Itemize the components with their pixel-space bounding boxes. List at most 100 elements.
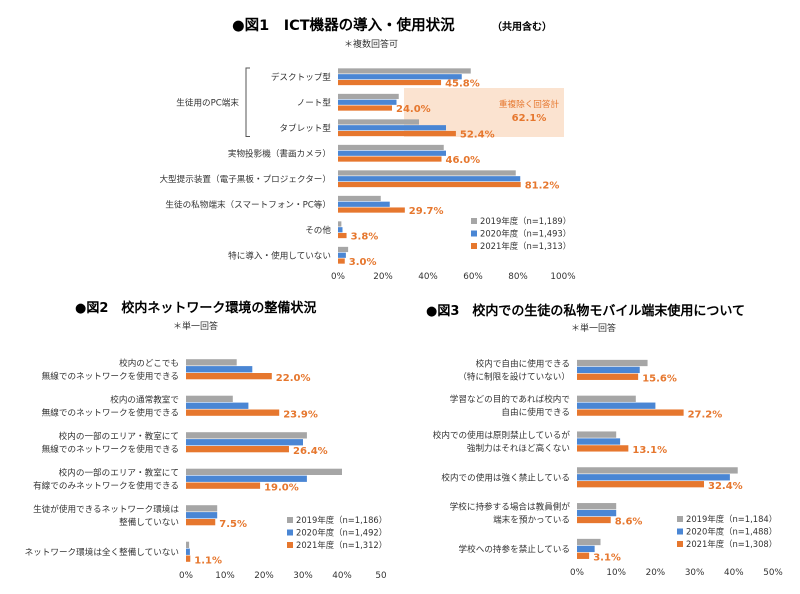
fig1-bar-s1-c6 [338,227,343,233]
fig3-bar-s0-c5 [577,538,601,546]
fig1-value-label-1: 24.0% [396,104,431,115]
fig3-bar-s0-c3 [577,467,738,474]
fig3-bar-s1-c1 [577,402,656,409]
fig1-bar-s0-c1 [338,93,399,100]
fig1-subtitle: ＊複数回答可 [344,38,398,50]
fig1-bar-s1-c5 [338,201,390,207]
fig2-bar-s1-c0 [186,366,253,373]
fig3-chart: 15.6% 校内で自由に使用できる（特に制限を設けていない） 27.2% 学習などの目… [433,357,783,578]
fig1-x-tick-3: 60% [463,272,483,282]
fig1-legend-swatch-1 [471,230,477,237]
fig3-bar-s2-c3 [577,481,705,488]
fig3-x-tick-4: 40% [724,568,744,578]
fig3-subtitle: ＊単一回答 [571,322,616,334]
fig1-x-tick-0: 0% [331,272,345,282]
fig1-bar-s1-c1 [338,99,397,105]
fig2-x-tick-5: 50 [375,571,387,581]
fig2-x-tick-1: 10% [215,571,235,581]
fig1-bar-s2-c1 [338,105,392,111]
fig3-bar-s1-c4 [577,509,617,517]
fig3-bar-s2-c0 [577,373,639,380]
fig3-category-label-0-1: （特に制限を設けていない） [458,370,570,382]
fig1-chart: 45.8% デスクトップ型 24.0% ノート型 52.4% タブレット型 46.0% 実物投… [159,67,576,282]
fig3-legend-swatch-2 [677,541,683,547]
fig3-value-label-5: 3.1% [593,552,621,563]
fig2-bar-s2-c3 [186,482,261,489]
fig1-title-suffix: （共用含む） [492,20,552,33]
fig2-category-label-4-0: 生徒が使用できるネットワーク環境は [33,503,179,515]
fig2-bar-s0-c1 [186,395,233,402]
fig1-bar-s1-c7 [338,252,346,258]
fig1-category-label-3-0: 実物投影機（書画カメラ） [228,147,331,159]
fig1-value-label-3: 46.0% [446,155,481,166]
fig3-bar-s0-c2 [577,431,617,438]
fig2-bar-s0-c5 [186,541,190,548]
fig2-legend-swatch-1 [287,529,293,536]
fig2-category-label-3-1: 有線でのみネットワークを使用できる [33,479,179,491]
fig1-bar-s2-c7 [338,258,345,264]
fig3-value-label-4: 8.6% [615,517,643,528]
fig2-subtitle: ＊単一回答 [173,320,218,332]
fig1-bar-s1-c0 [338,74,462,80]
fig3-bar-s2-c2 [577,445,629,452]
fig2-category-label-2-1: 無線でのネットワークを使用できる [42,443,179,455]
fig3-category-label-4-0: 学校に持参する場合は教員側が [450,501,571,513]
fig2-bar-s0-c4 [186,505,218,512]
fig2-bar-s0-c2 [186,432,307,439]
fig2-title: ●図2 校内ネットワーク環境の整備状況 [75,300,316,316]
fig1-bar-s2-c0 [338,79,442,86]
fig3-bar-s0-c4 [577,503,617,510]
fig3-bar-s1-c0 [577,366,640,374]
fig3-legend-swatch-0 [677,516,683,522]
fig1-bar-s2-c2 [338,130,456,137]
fig3-category-label-0-0: 校内で自由に使用できる [476,357,570,369]
fig1-category-label-4-0: 大型提示装置（電子黒板・プロジェクター） [159,173,331,185]
fig2-value-label-5: 1.1% [194,555,222,566]
fig1-legend-entry-0: 2019年度（n=1,189） [480,216,571,226]
fig2-bar-s2-c5 [186,555,191,562]
fig3-x-tick-1: 10% [606,568,626,578]
fig3-category-label-4-1: 端末を預かっている [493,514,570,526]
fig2-x-tick-3: 30% [293,571,313,581]
fig3-value-label-1: 27.2% [688,409,723,420]
fig3-bar-s1-c3 [577,474,730,481]
fig2-legend-entry-1: 2020年度（n=1,492） [296,528,387,538]
fig2-bar-s1-c4 [186,512,218,519]
fig1-x-tick-4: 80% [508,272,528,282]
fig1-category-label-5-0: 生徒の私物端末（スマートフォン・PC等） [165,198,331,210]
fig1-group-label: 生徒用のPC端末 [176,96,239,108]
fig1-title: ●図1 ICT機器の導入・使用状況 [232,16,455,34]
fig1-bar-s2-c5 [338,207,405,213]
fig3-legend-entry-0: 2019年度（n=1,184） [686,514,777,524]
fig3-value-label-2: 13.1% [632,445,667,456]
fig1-legend-entry-1: 2020年度（n=1,493） [480,229,571,239]
fig3-legend-entry-1: 2020年度（n=1,488） [686,527,777,537]
fig3-value-label-3: 32.4% [708,481,743,492]
fig2-x-tick-2: 20% [254,571,274,581]
fig1-bar-s2-c4 [338,181,521,188]
fig1-bar-s0-c5 [338,195,381,202]
fig2-category-label-2-0: 校内の一部のエリア・教室にて [59,430,179,442]
fig1-legend-swatch-2 [471,243,477,249]
fig1-group-bracket [245,67,250,137]
fig3-bar-s0-c0 [577,359,648,367]
fig1-bar-s0-c2 [338,119,419,125]
fig2-value-label-0: 22.0% [276,373,311,384]
fig1-bar-s0-c4 [338,170,516,176]
fig3-category-label-2-1: 強制力はそれほど高くない [467,442,570,454]
fig1-value-label-6: 3.8% [351,232,379,243]
fig2-x-tick-0: 0% [179,571,193,581]
fig1-highlight-value: 62.1% [512,113,547,124]
fig1-bar-s0-c0 [338,68,471,74]
fig1-value-label-4: 81.2% [525,181,560,192]
fig2-category-label-0-0: 校内のどこでも [119,357,179,369]
fig1-highlight-label: 重複除く回答計 [499,98,560,110]
fig1-bar-s1-c4 [338,176,521,182]
fig1-legend-entry-2: 2021年度（n=1,313） [480,241,571,251]
fig3-x-tick-2: 20% [646,568,666,578]
fig2-bar-s1-c5 [186,548,190,555]
fig3-category-label-5-0: 学校への持参を禁止している [459,543,570,555]
fig1-value-label-2: 52.4% [460,130,495,141]
